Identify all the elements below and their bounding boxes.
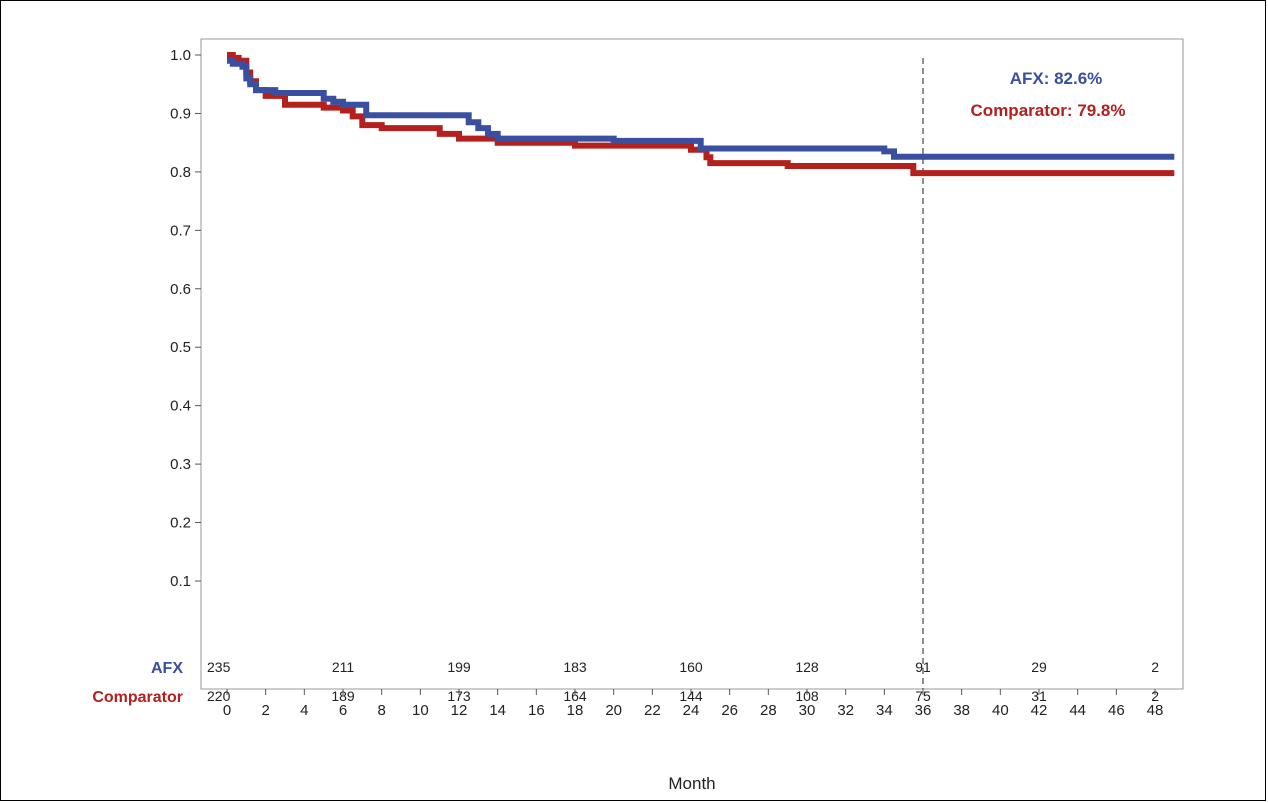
x-tick-label: 46: [1108, 702, 1125, 719]
y-tick-label: 0.8: [170, 164, 191, 181]
risk-count: 75: [915, 688, 931, 704]
x-tick-label: 34: [876, 702, 893, 719]
risk-count: 29: [1031, 659, 1047, 675]
x-tick-label: 16: [528, 702, 545, 719]
y-tick-label: 0.9: [170, 105, 191, 122]
x-tick-label: 0: [223, 702, 231, 719]
x-tick-label: 32: [837, 702, 854, 719]
plot-area: [200, 38, 1184, 690]
y-tick-label: 0.3: [170, 456, 191, 473]
risk-count: 91: [915, 659, 931, 675]
series-line-comparator: [227, 52, 1175, 177]
risk-count: 2: [1151, 688, 1159, 704]
y-tick-label: 1.0: [170, 47, 191, 64]
x-tick-label: 22: [644, 702, 661, 719]
x-tick-label: 24: [683, 702, 700, 719]
annotation-afx: AFX: 82.6%: [1010, 69, 1103, 88]
risk-count: 235: [207, 659, 231, 675]
risk-count: 173: [447, 688, 471, 704]
x-tick-label: 48: [1147, 702, 1164, 719]
x-tick-label: 2: [261, 702, 269, 719]
risk-count: 211: [332, 659, 355, 675]
x-tick-label: 6: [339, 702, 347, 719]
x-tick-label: 10: [412, 702, 429, 719]
risk-count: 164: [563, 688, 587, 704]
x-tick-label: 36: [915, 702, 932, 719]
risk-count: 144: [679, 688, 703, 704]
x-tick-label: 30: [799, 702, 816, 719]
risk-count: 108: [795, 688, 819, 704]
x-tick-label: 26: [721, 702, 738, 719]
x-tick-label: 40: [992, 702, 1009, 719]
annotation-comparator: Comparator: 79.8%: [971, 101, 1126, 120]
x-tick-label: 4: [300, 702, 308, 719]
x-tick-label: 18: [567, 702, 584, 719]
y-tick-label: 0.6: [170, 281, 191, 298]
risk-row-label-afx: AFX: [151, 660, 183, 677]
risk-count: 2: [1151, 659, 1159, 675]
x-tick-label: 42: [1031, 702, 1048, 719]
x-tick-label: 14: [489, 702, 506, 719]
x-tick-label: 12: [451, 702, 468, 719]
risk-row-label-comparator: Comparator: [92, 689, 183, 706]
y-tick-label: 0.4: [170, 398, 191, 415]
at-risk-table: AFX 235 211 199 183 160 128 91 29 2 Comparator 220 1…: [92, 659, 1159, 706]
risk-count: 31: [1031, 688, 1047, 704]
x-tick-label: 28: [760, 702, 777, 719]
x-axis: 0 2 4 6 8 10 12 14 16 18 20 22 24 26 28 30 32 34 36 38 40 42 4…: [223, 689, 1164, 719]
series-line-afx: [227, 57, 1175, 160]
risk-count: 128: [795, 659, 819, 675]
x-tick-label: 38: [953, 702, 970, 719]
risk-count: 189: [331, 688, 355, 704]
x-tick-label: 8: [377, 702, 385, 719]
x-tick-label: 44: [1069, 702, 1086, 719]
x-tick-label: 20: [605, 702, 622, 719]
risk-count: 183: [563, 659, 587, 675]
risk-count: 199: [447, 659, 471, 675]
risk-count: 220: [207, 688, 231, 704]
risk-count: 160: [679, 659, 703, 675]
series-group: [227, 52, 1175, 177]
y-tick-label: 0.5: [170, 339, 191, 356]
y-axis: 0.1 0.2 0.3 0.4 0.5 0.6 0.7 0.8 0.9 1.0: [170, 47, 201, 590]
y-tick-label: 0.7: [170, 222, 191, 239]
y-tick-label: 0.2: [170, 515, 191, 532]
y-tick-label: 0.1: [170, 573, 191, 590]
x-axis-title: Month: [668, 774, 715, 793]
